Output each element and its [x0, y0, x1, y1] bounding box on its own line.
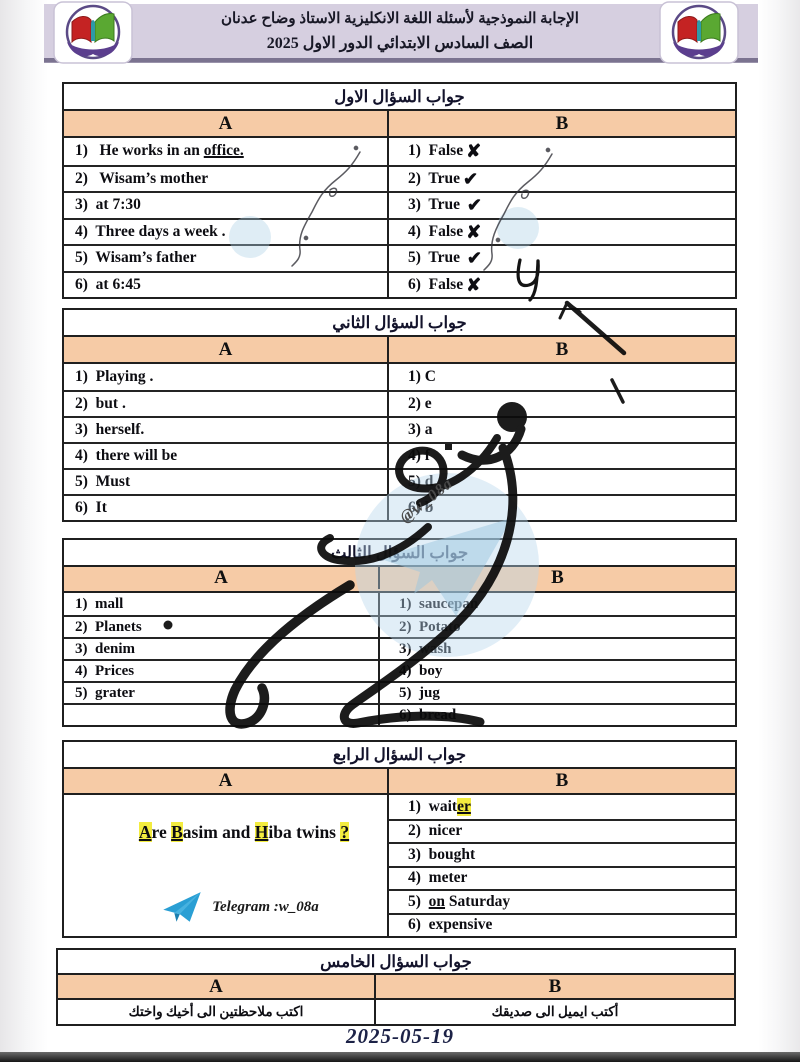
- answer-table-q5: جواب السؤال الخامس A B اكتب ملاحظتين الى…: [56, 948, 736, 1026]
- table-cell: 5) on Saturday: [387, 889, 735, 913]
- col-a-header: A: [218, 339, 233, 360]
- table-cell: 4) meter: [387, 865, 735, 889]
- check-mark: ✔: [462, 168, 479, 189]
- table-cell: 3) a: [387, 416, 735, 442]
- col-a-header: A: [218, 769, 233, 791]
- table-q5-column-headers: A B: [58, 975, 734, 1000]
- table-cell: 2) Potato: [378, 615, 735, 637]
- table-cell: 6) expensive: [387, 912, 735, 936]
- table-cell: 6) bread: [378, 703, 735, 725]
- table-q5-title: جواب السؤال الخامس: [58, 950, 734, 975]
- col-b-header: B: [374, 975, 734, 999]
- scan-edge-left: [0, 0, 48, 1062]
- table-cell: 5) d: [387, 468, 735, 494]
- table-cell: 2) but .: [64, 390, 387, 416]
- table-cell: 2) nicer: [387, 818, 735, 842]
- table-cell: 1) Playing .: [75, 368, 154, 385]
- col-b-header: B: [387, 769, 735, 793]
- answer-table-q3: جواب السؤال الثالث A B 1) mall 1) saucep…: [62, 538, 737, 727]
- footer-date: 2025-05-19: [346, 1024, 454, 1048]
- table-q2-body: 1) Playing . 1) C 2) but . 2) e 3) herse…: [64, 364, 735, 520]
- school-logo-left: [52, 1, 134, 65]
- table-cell: 4) boy: [378, 659, 735, 681]
- table-cell: 1) C: [387, 364, 735, 390]
- table-cell: 3) denim: [64, 637, 378, 659]
- table-cell: 6) b: [387, 494, 735, 520]
- table-q3-body: 1) mall 1) saucepan 2) Planets 2) Potato…: [64, 593, 735, 725]
- answer-table-q1: جواب السؤال الاول A B 1) He works in an …: [62, 82, 737, 299]
- col-b-header: B: [378, 567, 735, 589]
- table-cell: [64, 703, 378, 725]
- col-b-header: B: [387, 111, 735, 138]
- table-q1-column-headers: A B: [64, 111, 735, 138]
- telegram-credit: Telegram :w_08a: [162, 891, 319, 924]
- table-q3-title: جواب السؤال الثالث: [64, 540, 735, 567]
- table-cell: 2) e: [387, 390, 735, 416]
- cross-mark: ✘: [466, 141, 482, 162]
- table-cell: 4) f: [387, 442, 735, 468]
- table-cell: 5) jug: [378, 681, 735, 703]
- table-q2-column-headers: A B: [64, 337, 735, 364]
- cross-mark: ✘: [466, 221, 482, 242]
- check-mark: ✔: [466, 195, 482, 216]
- table-cell: 4) Three days a week .: [64, 217, 387, 245]
- table-q4-title: جواب السؤال الرابع: [64, 742, 735, 769]
- table-cell: 1) False ✘: [387, 138, 735, 165]
- table-q4-column-headers: A B: [64, 769, 735, 795]
- highlighted-question: Are Basim and Hiba twins ?: [138, 822, 350, 842]
- table-cell: 4) Prices: [64, 659, 378, 681]
- table-cell: 6) at 6:45: [64, 270, 387, 298]
- school-logo-right: [658, 1, 740, 65]
- table-cell: 2) Wisam’s mother: [64, 164, 387, 192]
- scan-edge-right: [758, 0, 800, 1062]
- table-q5-body: اكتب ملاحظتين الى أخيك واختك أكتب ايميل …: [58, 1000, 734, 1024]
- table-cell: 3) True ✔: [387, 191, 735, 218]
- table-cell: 3) wash: [378, 637, 735, 659]
- table-cell: أكتب ايميل الى صديقك: [374, 1000, 734, 1024]
- table-cell: 5) Must: [64, 468, 387, 494]
- table-cell: 6) It: [64, 494, 387, 520]
- table-cell: 3) herself.: [64, 416, 387, 442]
- answer-table-q2: جواب السؤال الثاني A B 1) Playing . 1) C…: [62, 308, 737, 522]
- table-cell: 2) True ✔: [387, 164, 735, 191]
- col-b-header: B: [387, 337, 735, 363]
- open-book-icon: [53, 1, 133, 64]
- header-band: [44, 4, 758, 62]
- col-a-header: A: [214, 567, 228, 588]
- table-cell: 1) He works in an office.: [75, 142, 244, 160]
- table-q4-body: Are Basim and Hiba twins ? Telegram :w_0…: [64, 795, 735, 936]
- scan-edge-bottom: [0, 1052, 800, 1062]
- telegram-handle-label: Telegram :w_08a: [212, 899, 319, 915]
- table-cell: 1) saucepan: [378, 593, 735, 615]
- table-q2-title: جواب السؤال الثاني: [64, 310, 735, 337]
- table-cell: 4) False ✘: [387, 217, 735, 244]
- col-a-header: A: [209, 976, 223, 997]
- check-mark: ✔: [466, 248, 482, 269]
- page-title: الإجابة النموذجية لأسئلة اللغة الانكليزي…: [120, 6, 680, 60]
- table-cell: 5) True ✔: [387, 244, 735, 271]
- table-cell: 5) grater: [64, 681, 378, 703]
- table-cell: 3) at 7:30: [64, 191, 387, 218]
- question-cell: Are Basim and Hiba twins ? Telegram :w_0…: [64, 795, 387, 936]
- col-a-header: A: [218, 113, 233, 135]
- table-cell: 6) False ✘: [387, 270, 735, 297]
- cross-mark: ✘: [466, 274, 482, 295]
- table-cell: 2) Planets: [64, 615, 378, 637]
- table-cell: 1) mall: [75, 595, 124, 612]
- table-q1-title: جواب السؤال الاول: [64, 84, 735, 111]
- table-cell: 3) bought: [387, 842, 735, 866]
- telegram-plane-icon: [163, 892, 201, 922]
- table-cell: 1) wait er: [387, 795, 735, 819]
- title-line-2: الصف السادس الابتدائي الدور الاول 2025: [266, 35, 534, 52]
- table-cell: 4) there will be: [64, 442, 387, 468]
- table-q1-body: 1) He works in an office. 1) False ✘ 2) W…: [64, 138, 735, 297]
- table-cell: اكتب ملاحظتين الى أخيك واختك: [128, 1004, 304, 1019]
- open-book-icon: [659, 1, 739, 64]
- table-q3-column-headers: A B: [64, 567, 735, 593]
- answer-table-q4: جواب السؤال الرابع A B Are Basim and Hib…: [62, 740, 737, 938]
- table-cell: 5) Wisam’s father: [64, 244, 387, 271]
- title-line-1: الإجابة النموذجية لأسئلة اللغة الانكليزي…: [221, 11, 579, 27]
